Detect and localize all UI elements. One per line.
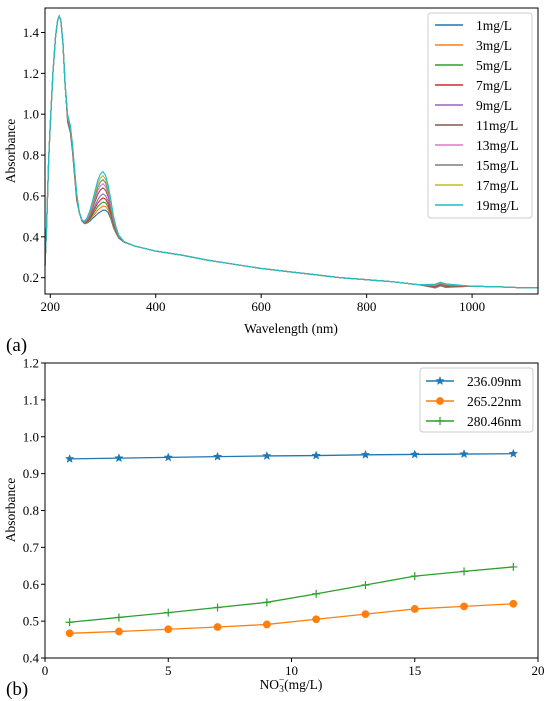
panel-a-y-axis-label: Absorbance [3, 119, 18, 183]
x-label-unit: (mg/L) [284, 677, 322, 692]
panel-a-x-tick-label: 200 [41, 299, 61, 314]
panel-b-data-point-265.22nm [312, 615, 321, 624]
panel-b-x-tick-label: 10 [285, 663, 298, 678]
panel-a-y-tick-label: 1.4 [23, 25, 40, 40]
panel-b-data-point-280.46nm [509, 562, 518, 571]
panel-b-data-point-236.09nm [212, 451, 223, 461]
panel-b-y-tick-label: 1.0 [23, 429, 39, 444]
panel-b-data-point-236.09nm [64, 453, 75, 463]
panel-b-data-point-265.22nm [213, 623, 222, 631]
panel-b-data-point-280.46nm [114, 613, 123, 622]
panel-b-data-point-236.09nm [311, 450, 321, 460]
panel-b-data-point-265.22nm [460, 602, 468, 611]
panel-b-x-tick-label: 15 [408, 663, 421, 678]
panel-b-legend-label: 265.22nm [467, 394, 522, 409]
panel-b-legend-box [419, 367, 534, 433]
panel-b-data-point-280.46nm [312, 589, 321, 598]
panel-b-y-tick-label: 0.8 [23, 503, 39, 518]
panel-b-series-lines [64, 448, 519, 638]
panel-b-series-line-236.09nm [69, 453, 514, 460]
panel-a-legend-entries: 1mg/L 3mg/L 5mg/L 7mg/L 9mg/L 11mg/L 13mg/L 15m… [435, 18, 519, 213]
panel-b-data-point-236.09nm [114, 453, 124, 463]
panel-a-y-tick-label: 1.2 [23, 66, 39, 81]
panel-b-legend-label: 280.46nm [467, 414, 522, 429]
panel-b-legend-marker [435, 375, 445, 386]
panel-b-data-point-280.46nm [164, 608, 173, 617]
panel-a-y-tick-label: 0.2 [23, 270, 39, 285]
x-label-subscript: 3 [279, 685, 284, 695]
panel-b-data-point-236.09nm [409, 449, 420, 459]
panel-b-data-point-265.22nm [115, 627, 123, 636]
panel-b-data-point-280.46nm [262, 598, 271, 607]
panel-b-x-tick-label: 5 [165, 663, 172, 678]
panel-a-series-line-19mg-L [44, 14, 538, 289]
panel-a-legend-label: 5mg/L [476, 58, 512, 73]
panel-a-legend-label: 13mg/L [476, 138, 519, 153]
panel-b-y-tick-label: 1.2 [23, 356, 39, 371]
panel-b-data-point-236.09nm [459, 449, 469, 459]
panel-a-plot-frame [44, 7, 539, 295]
panel-a-legend-label: 17mg/L [476, 178, 519, 193]
panel-b-legend-marker [436, 417, 444, 425]
panel-b-y-tick-label: 0.7 [23, 540, 40, 555]
panel-b-series-line-280.46nm [69, 566, 514, 623]
panel-b-data-point-265.22nm [262, 620, 271, 629]
panel-b-data-point-280.46nm [65, 618, 74, 627]
panel-b-y-tick-label: 0.6 [23, 577, 40, 592]
panel-b-data-point-280.46nm [213, 603, 222, 612]
panel-a-y-tick-label: 0.4 [23, 229, 40, 244]
panel-b-data-point-236.09nm [508, 448, 519, 458]
panel-a-label: (a) [6, 335, 27, 356]
panel-b-y-tick-label: 1.1 [23, 392, 39, 407]
panel-a-legend-label: 11mg/L [476, 118, 518, 133]
panel-b-data-point-280.46nm [460, 567, 469, 576]
panel-b-ticks: 0 5 10 15 20 0.4 0.5 0.6 0.7 0.8 0.9 1.0 1.1 1.2 [23, 356, 545, 679]
panel-a-x-tick-label: 600 [251, 299, 271, 314]
panel-b-series-line-265.22nm [69, 603, 514, 634]
panel-b-y-tick-label: 0.4 [23, 651, 40, 666]
panel-b-legend: 236.09nm 265.22nm 280.46nm [419, 367, 534, 433]
panel-b-y-axis-label: Absorbance [3, 478, 18, 542]
panel-b-data-point-236.09nm [360, 449, 371, 459]
panel-a-legend-label: 15mg/L [476, 158, 519, 173]
panel-b-label: (b) [6, 679, 28, 700]
panel-a-legend: 1mg/L 3mg/L 5mg/L 7mg/L 9mg/L 11mg/L 13mg/L 15m… [427, 12, 533, 219]
panel-b-x-tick-label: 20 [532, 663, 545, 678]
panel-a-legend-label: 19mg/L [476, 198, 519, 213]
panel-b-data-point-236.09nm [262, 450, 272, 460]
panel-b-data-point-265.22nm [65, 629, 74, 638]
panel-b-x-axis-label: NO3−(mg/L) [260, 676, 323, 695]
panel-b-y-tick-label: 0.9 [23, 466, 39, 481]
panel-a-x-tick-label: 1000 [459, 299, 485, 314]
panel-b-data-point-280.46nm [410, 572, 419, 581]
panel-a-y-tick-label: 1.0 [23, 107, 39, 122]
panel-a-series-lines [44, 14, 538, 289]
panel-b-calibration-chart: 0 5 10 15 20 0.4 0.5 0.6 0.7 0.8 0.9 1.0 1.1 1.2 NO3−… [3, 356, 545, 701]
panel-a-x-axis-label: Wavelength (nm) [244, 321, 338, 336]
panel-b-x-tick-label: 0 [42, 663, 49, 678]
panel-a-y-tick-label: 0.6 [23, 188, 40, 203]
panel-b-data-point-265.22nm [164, 625, 173, 634]
panel-b-data-point-265.22nm [361, 610, 370, 619]
panel-b-y-tick-label: 0.5 [23, 614, 39, 629]
panel-a-y-tick-label: 0.8 [23, 148, 39, 163]
panel-a-legend-label: 9mg/L [476, 98, 512, 113]
panel-b-data-point-265.22nm [410, 605, 419, 613]
panel-a-legend-label: 1mg/L [476, 18, 512, 33]
x-label-main: NO [260, 677, 280, 692]
panel-a-x-tick-label: 400 [146, 299, 166, 314]
panel-b-data-point-265.22nm [509, 599, 518, 608]
panel-b-data-point-236.09nm [163, 452, 174, 462]
panel-b-data-point-280.46nm [361, 580, 370, 589]
panel-a-legend-label: 3mg/L [476, 38, 512, 53]
panel-a-legend-label: 7mg/L [476, 78, 512, 93]
panel-a-ticks: 200 400 600 800 1000 0.2 0.4 0.6 0.8 1.0 1.2 1.4 [23, 25, 485, 314]
panel-b-legend-marker [436, 397, 444, 405]
panel-a-x-tick-label: 800 [357, 299, 377, 314]
panel-b-legend-label: 236.09nm [467, 374, 522, 389]
panel-a-spectrum-chart: 200 400 600 800 1000 0.2 0.4 0.6 0.8 1.0 1.2 1.4 Wa… [3, 7, 539, 356]
x-label-superscript: − [279, 676, 284, 686]
panel-b-legend-entries: 236.09nm 265.22nm 280.46nm [426, 374, 522, 429]
